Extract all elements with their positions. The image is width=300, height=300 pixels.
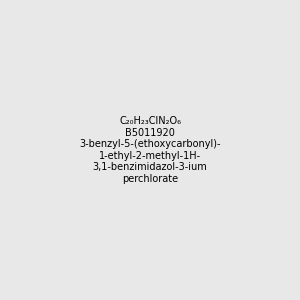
Text: C₂₀H₂₃ClN₂O₆
B5011920
3-benzyl-5-(ethoxycarbonyl)-
1-ethyl-2-methyl-1H-
3,1-benz: C₂₀H₂₃ClN₂O₆ B5011920 3-benzyl-5-(ethoxy… xyxy=(79,116,221,184)
